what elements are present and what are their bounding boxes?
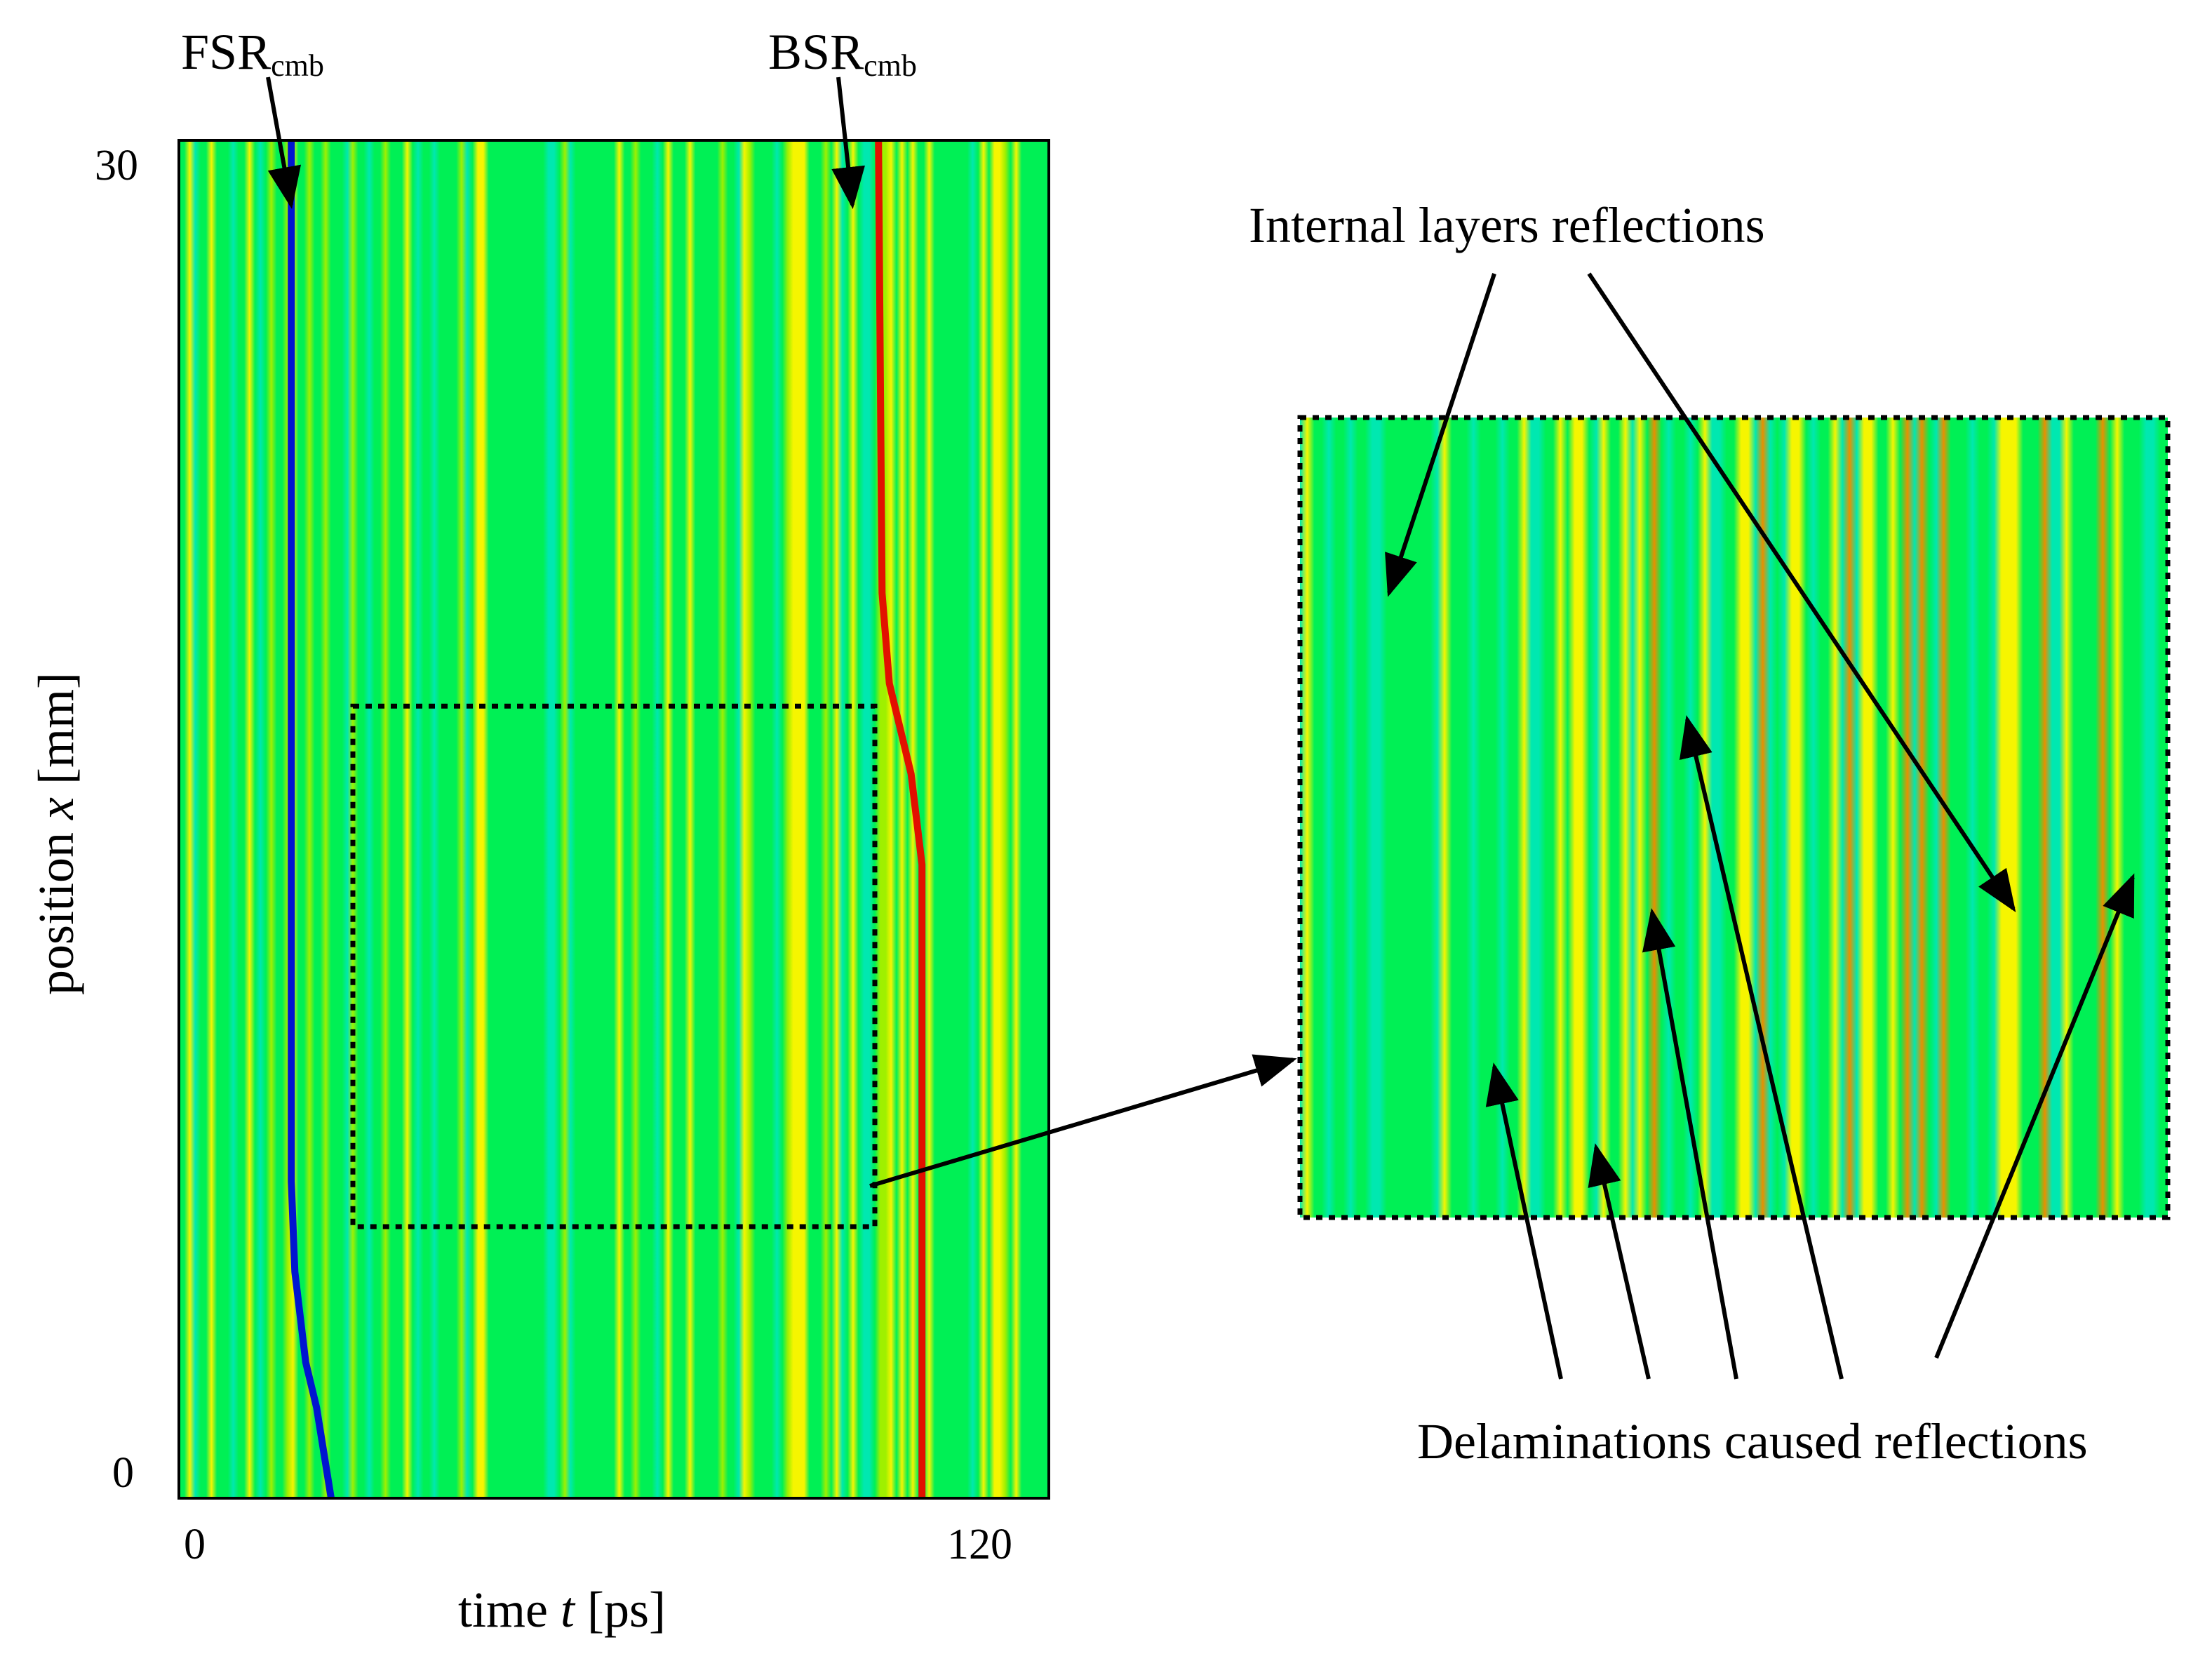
bsr-label-sub: cmb bbox=[864, 48, 917, 83]
y-axis-label-prefix: position bbox=[28, 819, 84, 995]
x-axis-label-suffix: [ps] bbox=[574, 1582, 666, 1638]
inset-frame bbox=[1297, 415, 2171, 1220]
zoom-arrow bbox=[869, 1054, 1297, 1188]
delaminations-label: Delaminations caused reflections bbox=[1417, 1413, 2088, 1469]
y-axis-label-suffix: [mm] bbox=[28, 672, 84, 797]
fsr-label: FSRcmb bbox=[181, 27, 324, 81]
x-axis-label: time t [ps] bbox=[458, 1585, 666, 1635]
x-axis-label-var: t bbox=[560, 1582, 575, 1638]
zoom-box bbox=[350, 703, 878, 1229]
annotation-arrows bbox=[266, 76, 2135, 1380]
y-axis-label-var: x bbox=[28, 796, 84, 820]
internal-arrow-1 bbox=[1385, 273, 1496, 597]
bsr-label: BSRcmb bbox=[768, 27, 917, 81]
delam-arrow-4 bbox=[1679, 715, 1844, 1380]
x-axis-label-prefix: time bbox=[458, 1582, 561, 1638]
inset-heatmap-background bbox=[1300, 418, 2168, 1218]
main-heatmap-background bbox=[179, 140, 1049, 1498]
fsr-arrow bbox=[266, 76, 301, 209]
bsr-label-main: BSR bbox=[768, 24, 864, 80]
bsr-arrow bbox=[831, 76, 865, 209]
inset-heatmap bbox=[1300, 0, 2212, 1635]
main-heatmap bbox=[179, 140, 1049, 1498]
x-tick-left: 0 bbox=[184, 1521, 206, 1568]
fsr-label-sub: cmb bbox=[271, 48, 324, 83]
delam-arrow-2 bbox=[1588, 1143, 1651, 1380]
internal-arrow-2 bbox=[1587, 272, 2016, 912]
y-tick-bottom: 0 bbox=[112, 1449, 134, 1497]
fsr-label-main: FSR bbox=[181, 24, 272, 80]
y-tick-top: 30 bbox=[95, 142, 138, 189]
bsr-reflection-line bbox=[875, 140, 926, 1498]
main-plot-frame bbox=[177, 139, 1050, 1500]
fsr-reflection-line bbox=[288, 140, 335, 1498]
delam-arrow-3 bbox=[1642, 908, 1738, 1380]
bsr-reflection-line-inset bbox=[2174, 0, 2212, 1635]
x-tick-right: 120 bbox=[947, 1521, 1012, 1568]
internal-layers-label: Internal layers reflections bbox=[1249, 197, 1765, 253]
delam-arrow-1 bbox=[1485, 1062, 1563, 1380]
y-axis-label: position x [mm] bbox=[28, 644, 84, 1023]
main-heatmap-features bbox=[288, 140, 926, 1498]
delam-arrow-5 bbox=[1934, 873, 2135, 1359]
